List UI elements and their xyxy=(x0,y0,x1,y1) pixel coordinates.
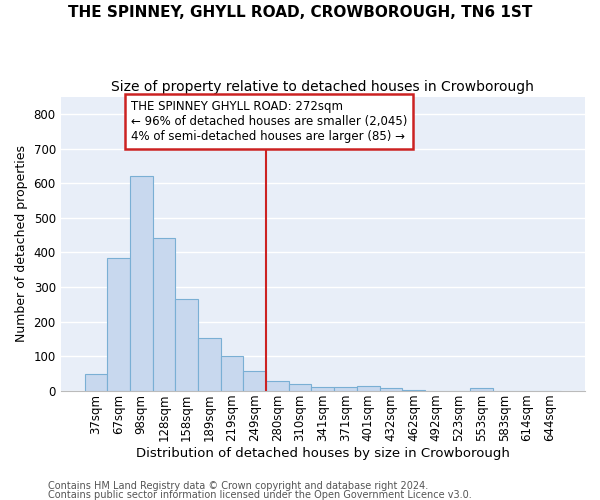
Y-axis label: Number of detached properties: Number of detached properties xyxy=(15,146,28,342)
Bar xyxy=(175,298,198,391)
Bar xyxy=(311,387,334,391)
Bar xyxy=(152,238,175,391)
Bar xyxy=(221,356,244,391)
Bar xyxy=(470,388,493,391)
Bar xyxy=(130,176,152,391)
Bar xyxy=(402,390,425,391)
Bar xyxy=(266,380,289,391)
Bar xyxy=(289,384,311,391)
Text: THE SPINNEY GHYLL ROAD: 272sqm
← 96% of detached houses are smaller (2,045)
4% o: THE SPINNEY GHYLL ROAD: 272sqm ← 96% of … xyxy=(131,100,407,143)
Text: Contains public sector information licensed under the Open Government Licence v3: Contains public sector information licen… xyxy=(48,490,472,500)
Title: Size of property relative to detached houses in Crowborough: Size of property relative to detached ho… xyxy=(112,80,534,94)
Bar xyxy=(380,388,402,391)
Bar xyxy=(107,258,130,391)
Text: Contains HM Land Registry data © Crown copyright and database right 2024.: Contains HM Land Registry data © Crown c… xyxy=(48,481,428,491)
Bar xyxy=(244,372,266,391)
Bar xyxy=(198,338,221,391)
Bar xyxy=(334,387,357,391)
Bar xyxy=(85,374,107,391)
Text: THE SPINNEY, GHYLL ROAD, CROWBOROUGH, TN6 1ST: THE SPINNEY, GHYLL ROAD, CROWBOROUGH, TN… xyxy=(68,5,532,20)
Bar xyxy=(357,386,380,391)
X-axis label: Distribution of detached houses by size in Crowborough: Distribution of detached houses by size … xyxy=(136,447,510,460)
